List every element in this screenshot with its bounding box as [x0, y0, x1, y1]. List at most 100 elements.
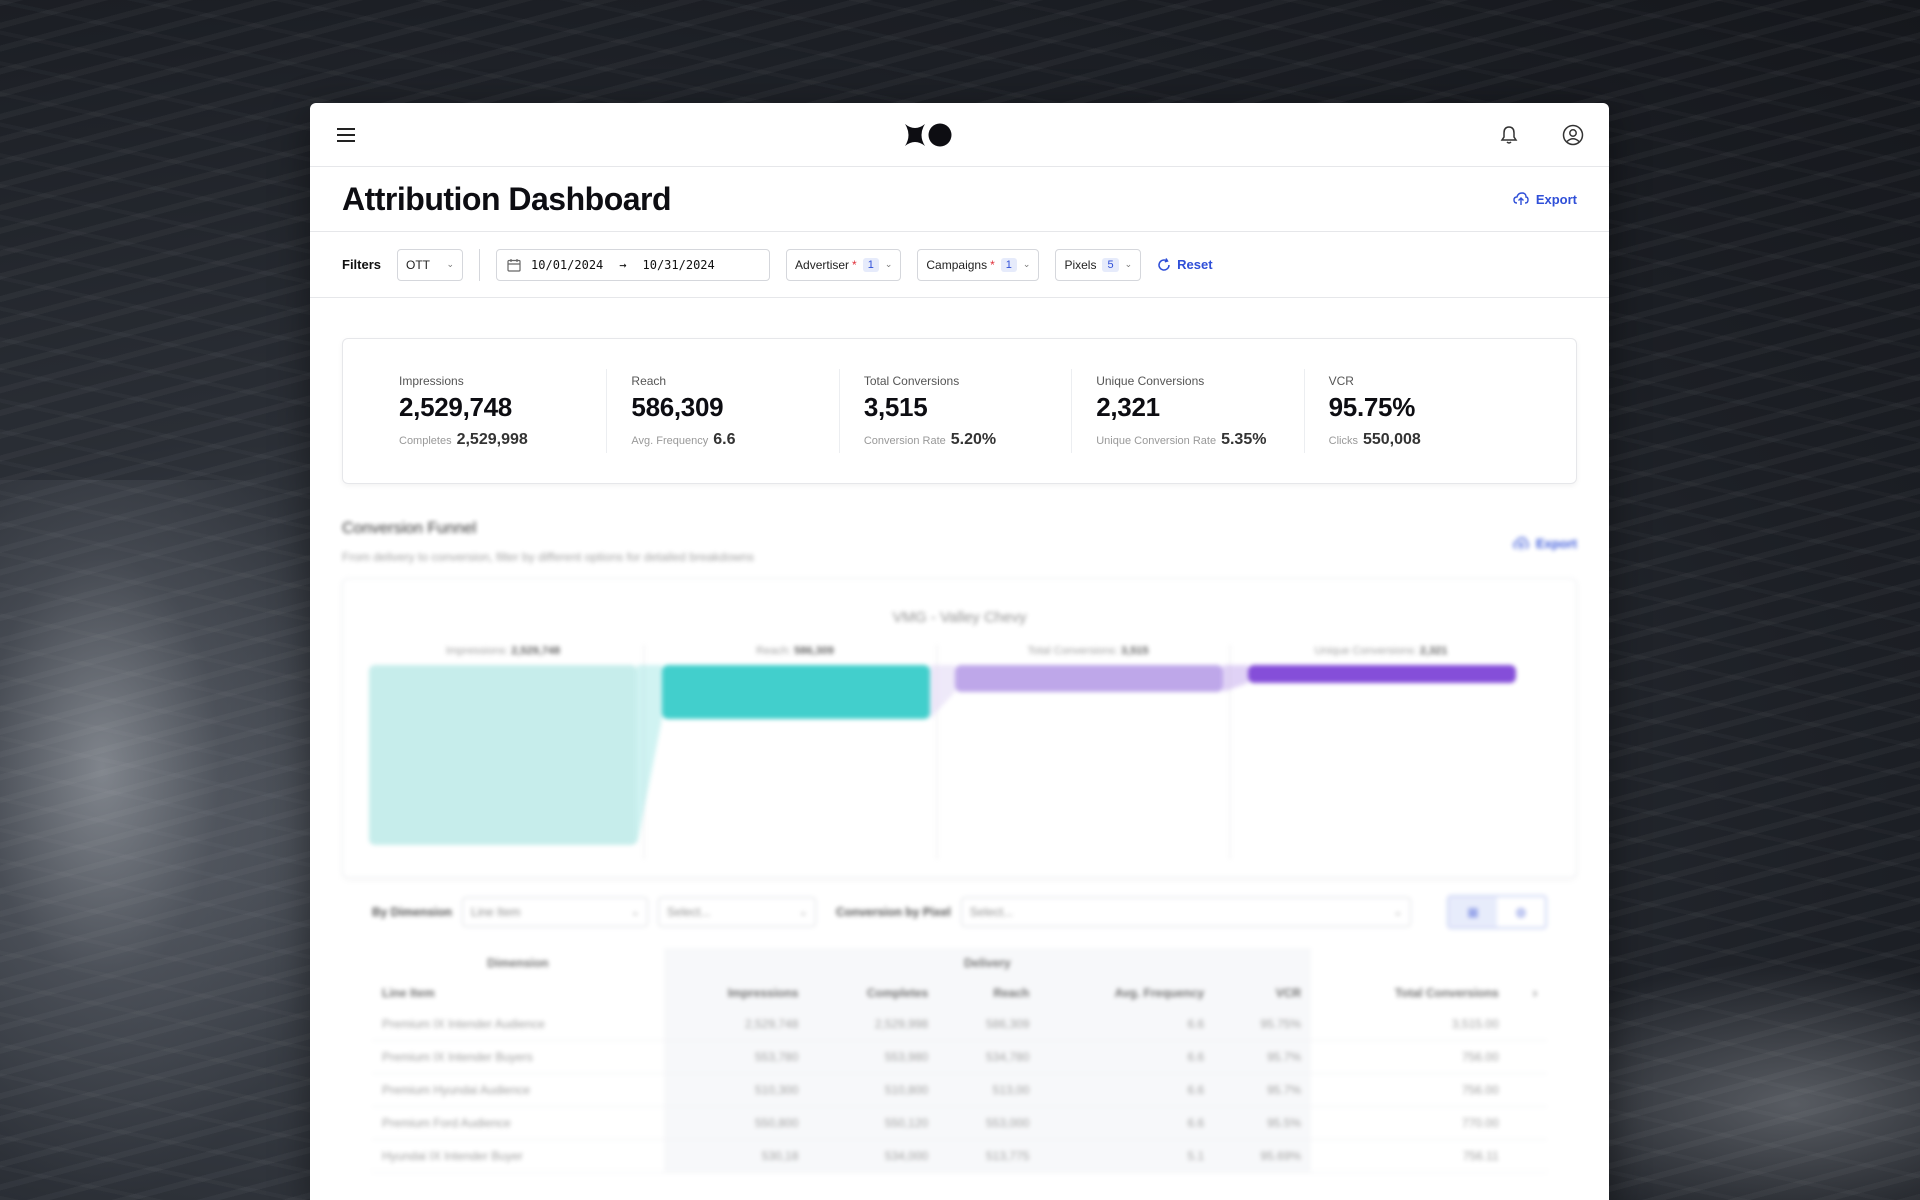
- kpi-sub-label: Completes: [399, 434, 452, 447]
- kpi-sub: Avg. Frequency 6.6: [631, 431, 838, 449]
- table-cell: 530,18: [663, 1139, 809, 1173]
- table-cell: Hyundai IX Intender Buyer: [372, 1139, 664, 1173]
- kpi-vcr: VCR 95.75% Clicks 550,008: [1303, 369, 1536, 453]
- refresh-icon: [1158, 257, 1170, 271]
- section-subtitle: From delivery to conversion, filter by d…: [342, 550, 754, 564]
- kpi-value: 95.75%: [1328, 391, 1416, 422]
- kpi-sub-value: 5.20%: [950, 430, 997, 448]
- advertiser-count-badge: 1: [862, 257, 879, 272]
- kpi-sub-value: 2,529,998: [456, 430, 528, 448]
- campaigns-select[interactable]: Campaigns * 1 ⌄: [917, 248, 1040, 281]
- top-bar: [310, 103, 1609, 167]
- campaigns-count-badge: 1: [1000, 257, 1017, 272]
- kpi-label: Impressions: [399, 373, 464, 388]
- column-header[interactable]: VCR: [1214, 978, 1312, 1008]
- reset-button[interactable]: Reset: [1157, 257, 1213, 272]
- table-cell: 510,800: [808, 1073, 939, 1107]
- kpi-impressions: Impressions 2,529,748 Completes 2,529,998: [399, 369, 606, 453]
- table-cell: 756.11: [1311, 1139, 1509, 1173]
- kpi-total-conversions: Total Conversions 3,515 Conversion Rate 5…: [838, 369, 1071, 453]
- kpi-sub: Conversion Rate 5.20%: [864, 431, 1071, 449]
- table-cell: [1508, 1106, 1547, 1140]
- pixels-label: Pixels: [1064, 257, 1097, 272]
- table-cell: Premium Hyundai Audience: [372, 1073, 664, 1107]
- table-cell: 95.5%: [1214, 1106, 1312, 1140]
- table-cell: 95.7%: [1214, 1040, 1312, 1074]
- advertiser-label: Advertiser: [795, 257, 850, 272]
- app-window: Attribution Dashboard Export Filters OTT…: [310, 103, 1609, 1200]
- pixels-select[interactable]: Pixels 5 ⌄: [1055, 248, 1142, 281]
- table-cell: 5.1: [1039, 1139, 1215, 1173]
- funnel-chart: [369, 645, 1516, 859]
- table-cell: 2,529,748: [663, 1008, 809, 1041]
- column-header[interactable]: Avg. Frequency: [1039, 978, 1215, 1008]
- column-header[interactable]: Total Conversions: [1394, 986, 1499, 1000]
- brand-logo[interactable]: [903, 121, 953, 149]
- table-cell: [1508, 1073, 1547, 1107]
- funnel-export-button[interactable]: Export: [1513, 536, 1577, 551]
- table-row[interactable]: Hyundai IX Intender Buyer 530,18 534,000 51…: [372, 1139, 1547, 1173]
- table-controls: By Dimension Line Item ⌄ Select... ⌄ Conve…: [372, 894, 1547, 930]
- table-cell: 3,515.00: [1311, 1008, 1509, 1041]
- table-cell: 6.6: [1039, 1008, 1215, 1041]
- dimension-select[interactable]: Line Item ⌄: [462, 897, 649, 927]
- column-header[interactable]: Reach: [938, 978, 1040, 1008]
- column-header[interactable]: Line Item: [382, 986, 435, 1000]
- funnel-connector: [637, 665, 662, 845]
- table-row[interactable]: Premium Hyundai Audience 510,300 510,800 51…: [372, 1073, 1547, 1107]
- kpi-sub-label: Avg. Frequency: [631, 434, 709, 447]
- funnel-bar[interactable]: [662, 665, 930, 719]
- filters-label: Filters: [342, 257, 382, 272]
- table-cell: 756.00: [1311, 1040, 1509, 1074]
- table-view-icon[interactable]: ▦: [1449, 897, 1497, 927]
- table-row[interactable]: Premium Ford Audience 550,800 550,120 553,0…: [372, 1106, 1547, 1140]
- group-header-delivery: Delivery: [663, 948, 1312, 978]
- view-toggle[interactable]: ▦ ◍: [1447, 895, 1547, 929]
- table-cell: 95.69%: [1214, 1139, 1312, 1173]
- channel-select[interactable]: OTT ⌄: [397, 248, 464, 281]
- reset-label: Reset: [1177, 257, 1213, 272]
- column-header[interactable]: Completes: [808, 978, 939, 1008]
- secondary-select[interactable]: Select... ⌄: [658, 897, 817, 927]
- kpi-sub: Clicks 550,008: [1329, 431, 1536, 449]
- menu-icon[interactable]: [332, 121, 360, 149]
- date-range-picker[interactable]: 10/01/2024 → 10/31/2024: [496, 248, 771, 281]
- kpi-sub: Unique Conversion Rate 5.35%: [1096, 431, 1303, 449]
- table-cell: 513,00: [938, 1073, 1040, 1107]
- kpi-sub-label: Clicks: [1328, 434, 1358, 447]
- funnel-bar[interactable]: [369, 665, 637, 845]
- title-bar: Attribution Dashboard Export: [310, 167, 1609, 232]
- export-label: Export: [1535, 536, 1577, 551]
- kpi-unique-conversions: Unique Conversions 2,321 Unique Conversi…: [1071, 369, 1303, 453]
- funnel-bar[interactable]: [955, 665, 1223, 692]
- chevron-down-icon: ⌄: [884, 259, 893, 269]
- export-label: Export: [1535, 191, 1577, 207]
- notification-bell-icon[interactable]: [1495, 121, 1523, 149]
- table-cell: Premium Ford Audience: [372, 1106, 664, 1140]
- cloud-upload-icon: [1513, 536, 1529, 550]
- user-account-icon[interactable]: [1559, 121, 1587, 149]
- table-row[interactable]: Premium IX Intender Buyers 553,780 553,980…: [372, 1040, 1547, 1074]
- funnel-connector: [1223, 665, 1248, 692]
- dimension-label: By Dimension: [372, 905, 453, 919]
- advertiser-select[interactable]: Advertiser * 1 ⌄: [786, 248, 902, 281]
- table-cell: 553,780: [663, 1040, 809, 1074]
- kpi-value: 2,321: [1096, 391, 1160, 422]
- table-row[interactable]: Premium IX Intender Audience 2,529,748 2,5…: [372, 1008, 1547, 1041]
- chart-title: VMG - Valley Chevy: [892, 609, 1027, 626]
- export-button[interactable]: Export: [1513, 192, 1577, 207]
- column-header[interactable]: Impressions: [663, 978, 809, 1008]
- breakdown-table-section: By Dimension Line Item ⌄ Select... ⌄ Conve…: [342, 878, 1577, 1173]
- table-cell: [1508, 1008, 1547, 1041]
- funnel-bar[interactable]: [1248, 665, 1516, 683]
- table-cell: 510,300: [663, 1073, 809, 1107]
- funnel-connector: [930, 665, 955, 719]
- pixels-count-badge: 5: [1102, 257, 1119, 272]
- scroll-right-icon[interactable]: ›: [1533, 986, 1537, 1000]
- main-content: Impressions 2,529,748 Completes 2,529,998…: [310, 298, 1609, 1173]
- date-end: 10/31/2024: [642, 257, 715, 272]
- kpi-sub: Completes 2,529,998: [399, 431, 606, 449]
- pixel-select[interactable]: Select... ⌄: [960, 897, 1411, 927]
- chart-view-icon[interactable]: ◍: [1515, 905, 1527, 919]
- table-cell: 534,000: [808, 1139, 939, 1173]
